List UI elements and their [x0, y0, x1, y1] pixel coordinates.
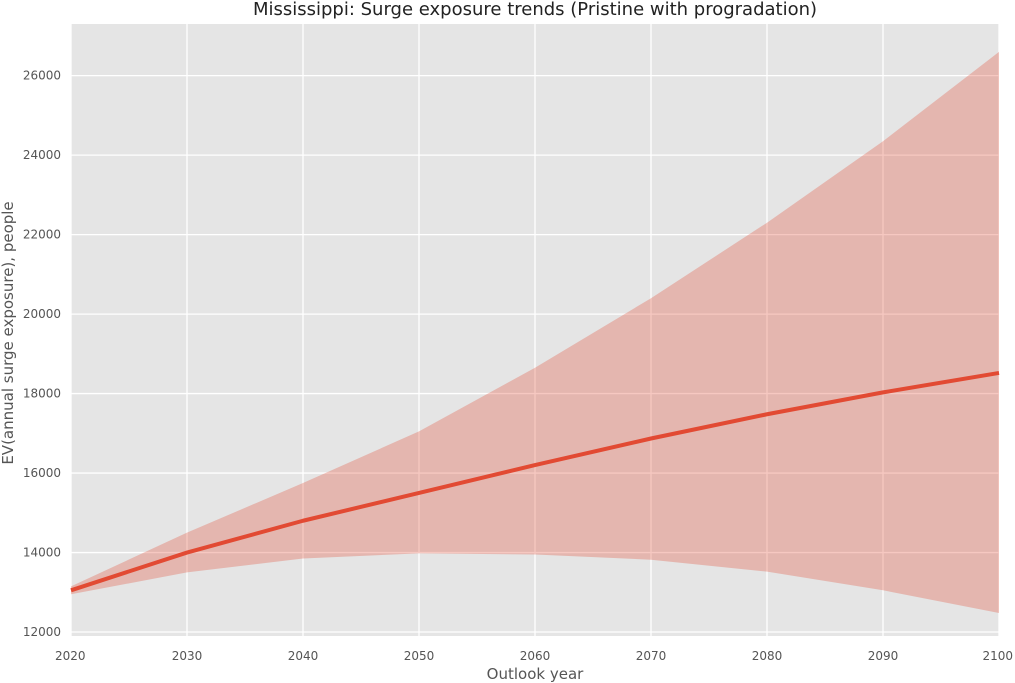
x-tick-label: 2090 [868, 649, 899, 663]
y-tick-label: 14000 [23, 546, 61, 560]
confidence-band [71, 51, 999, 613]
tick-labels: 2020 2030 2040 2050 2060 2070 2080 2090 2100 1200… [23, 69, 1013, 663]
x-tick-label: 2070 [636, 649, 667, 663]
x-tick-label: 2080 [752, 649, 783, 663]
chart-title: Mississippi: Surge exposure trends (Pris… [253, 0, 817, 20]
x-tick-label: 2060 [520, 649, 551, 663]
y-tick-label: 22000 [23, 228, 61, 242]
series-line [70, 370, 1000, 593]
x-axis-label: Outlook year [487, 665, 584, 683]
x-tick-label: 2050 [404, 649, 435, 663]
x-tick-label: 2100 [982, 649, 1013, 663]
y-tick-label: 20000 [23, 307, 61, 321]
x-tick-label: 2030 [172, 649, 203, 663]
y-tick-label: 26000 [23, 69, 61, 83]
y-tick-label: 24000 [23, 148, 61, 162]
x-tick-label: 2020 [55, 649, 86, 663]
x-tick-label: 2040 [288, 649, 319, 663]
y-tick-label: 18000 [23, 387, 61, 401]
y-tick-label: 16000 [23, 466, 61, 480]
grid-lines [70, 24, 1000, 636]
y-axis-label: EV(annual surge exposure), people [0, 201, 17, 464]
y-tick-label: 12000 [23, 625, 61, 639]
